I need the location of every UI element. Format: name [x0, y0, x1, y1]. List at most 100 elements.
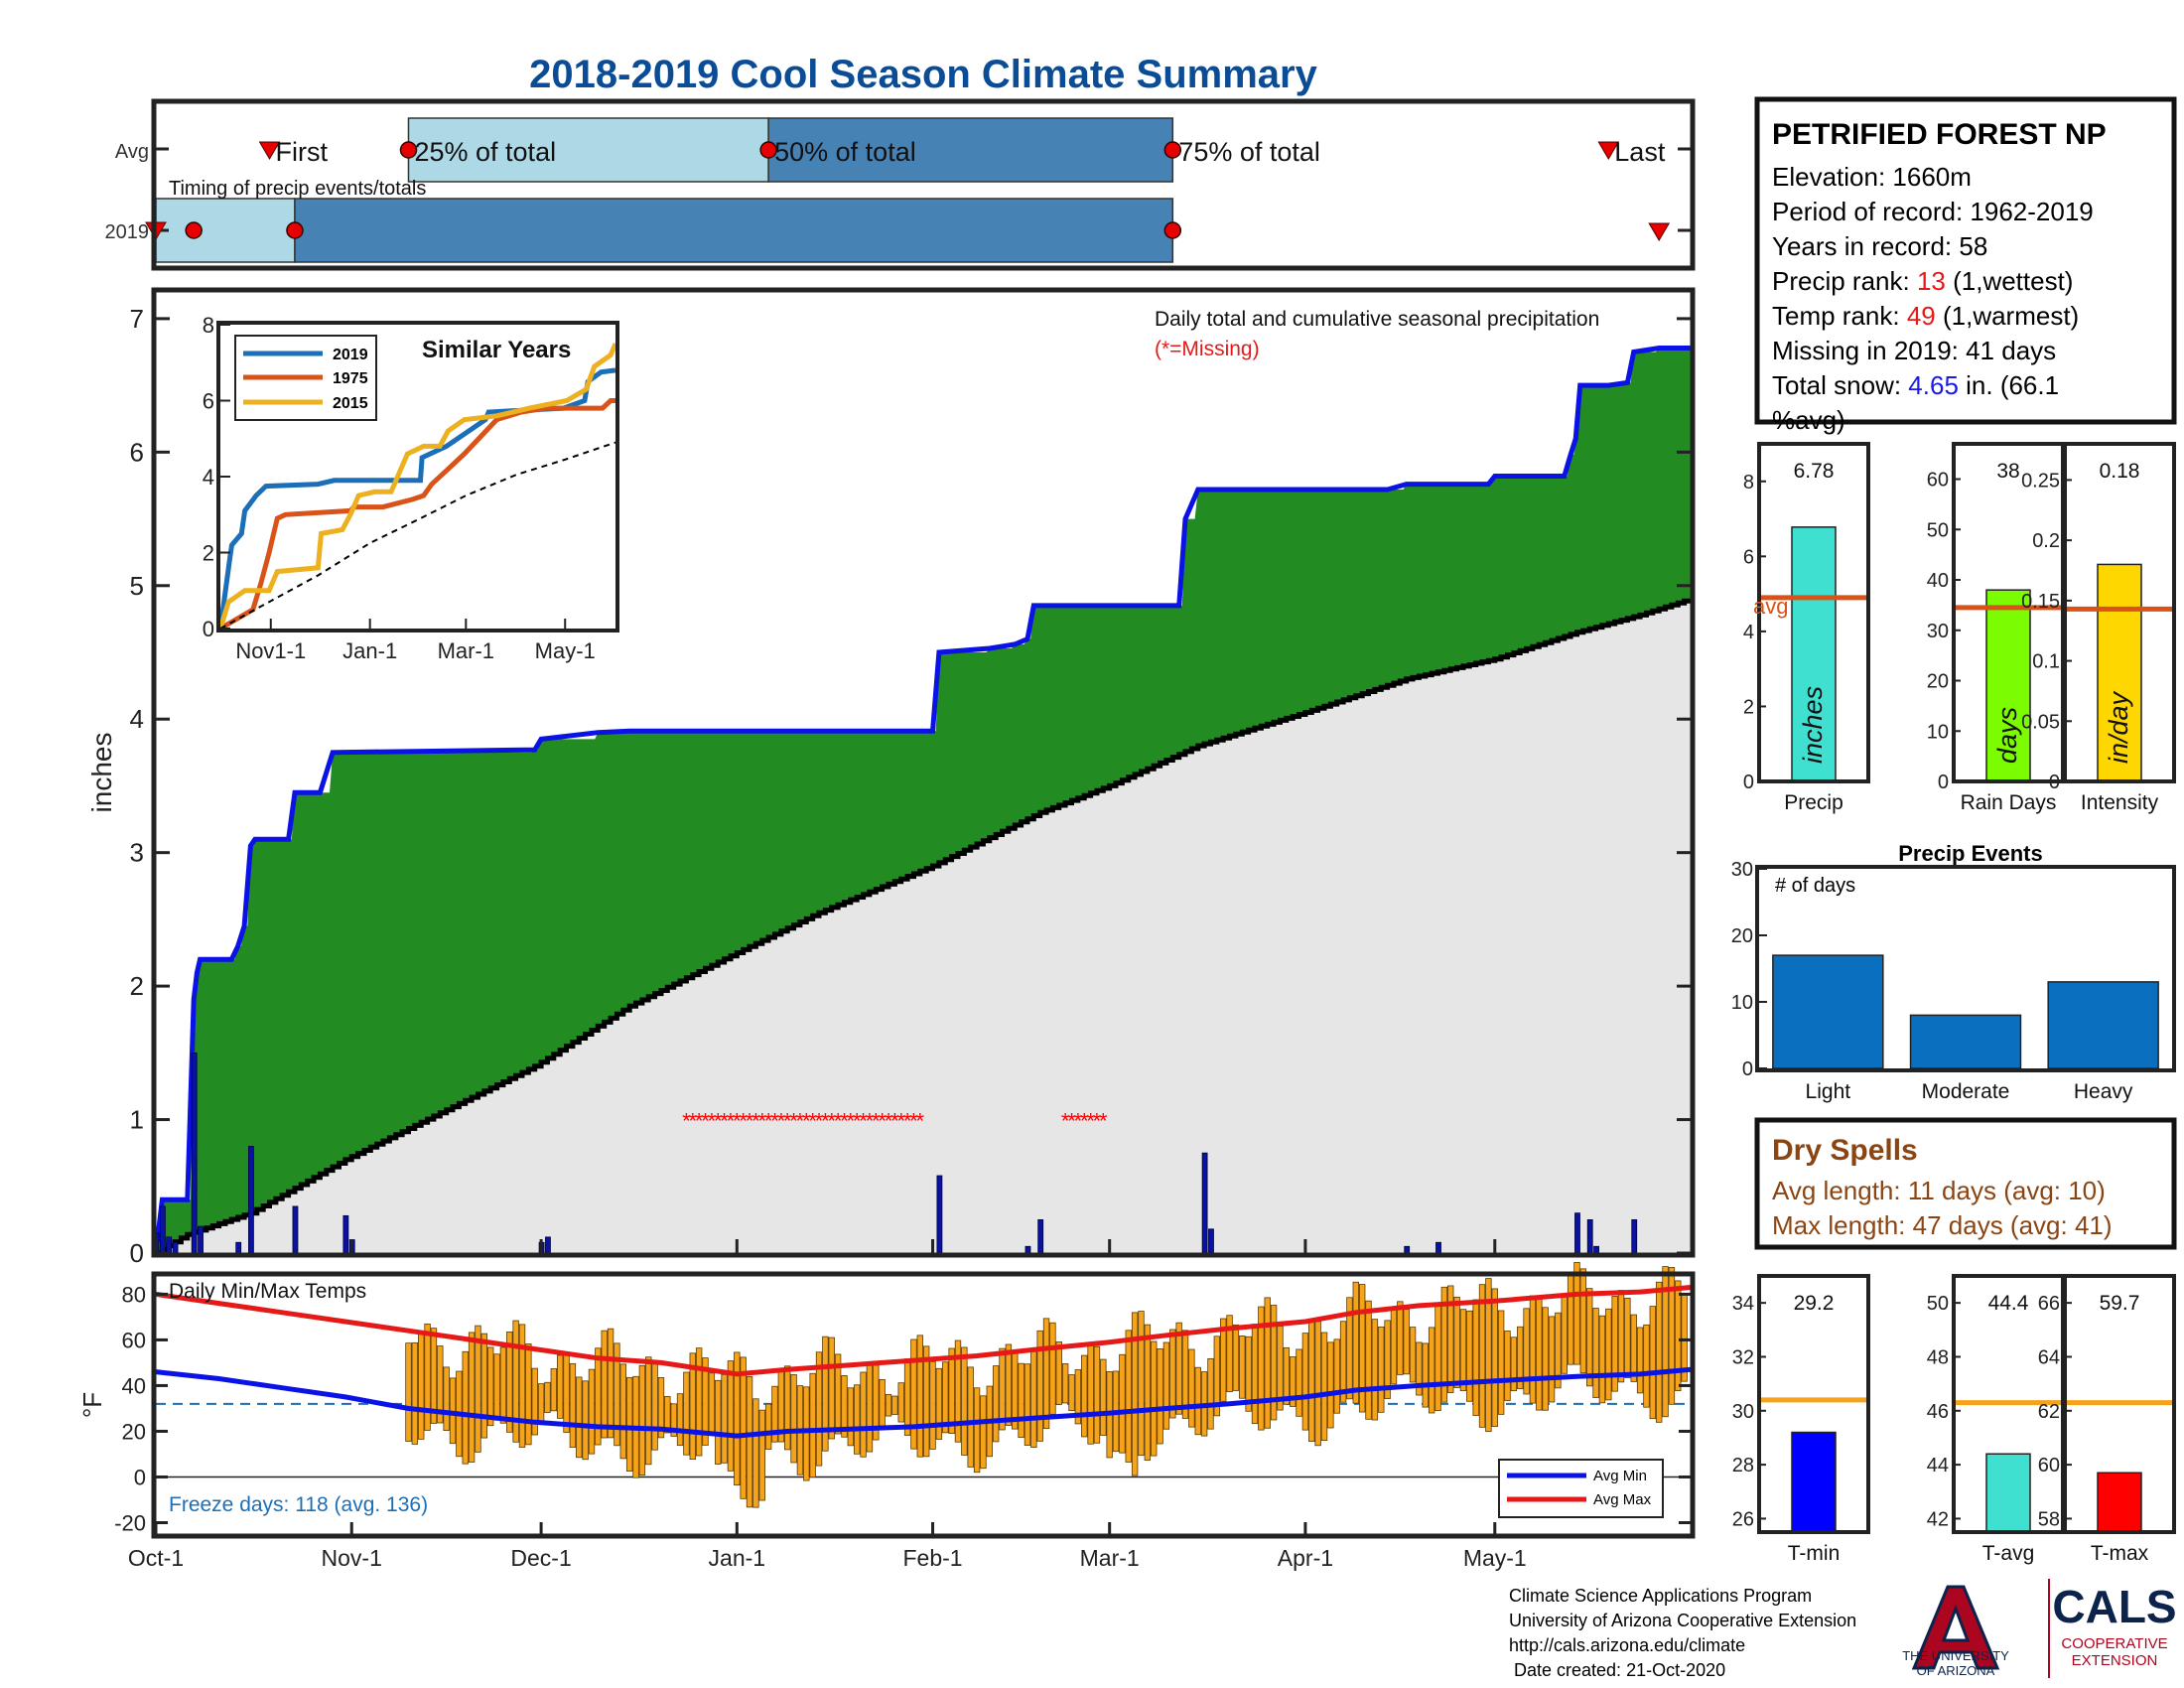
daily-temp-bar: [689, 1352, 696, 1461]
missing-day-marker: *: [903, 1109, 912, 1134]
panel-t_max: 58 60 62 64 66 59.7 T-max: [2038, 1274, 2176, 1565]
missing-day-marker: *: [1080, 1109, 1089, 1134]
missing-day-marker: *: [847, 1109, 856, 1134]
inset-frame: [216, 321, 619, 633]
dry-spells-title: Dry Spells: [1772, 1134, 1918, 1167]
unit-label-rain_days: days: [1992, 707, 2022, 764]
precip-rank-value: 13: [1917, 266, 1946, 296]
timing-panel-frame: [151, 98, 1696, 271]
tick-label-t_max: 66: [2038, 1293, 2060, 1315]
university-of-arizona-logo: THE UNIVERSITY OF ARIZONA: [1902, 1585, 2009, 1678]
inset-ytick-label: 0: [203, 617, 214, 641]
daily-temp-bar: [942, 1361, 949, 1434]
daily-temp-bar: [614, 1342, 620, 1447]
daily-temp-bar: [764, 1403, 772, 1450]
daily-temp-bar: [645, 1356, 652, 1466]
daily-temp-bar: [1061, 1363, 1069, 1404]
daily-temp-bar: [576, 1376, 583, 1459]
daily-precip-bar: [191, 1052, 198, 1254]
tick-label-t_min: 34: [1732, 1293, 1754, 1315]
main-ytick-label: 3: [130, 838, 144, 868]
missing-day-marker: *: [733, 1109, 742, 1134]
daily-temp-bar: [607, 1328, 614, 1439]
frame-t_min: [1757, 1274, 1870, 1534]
daily-temp-bar: [752, 1398, 759, 1508]
daily-temp-bar: [1523, 1308, 1530, 1395]
category-label-t_max: T-max: [2091, 1542, 2149, 1565]
y2019-bar-main: [294, 198, 1174, 263]
dry-spells-avg-length: Avg length: 11 days (avg: 10): [1772, 1176, 2106, 1205]
missing-day-marker: *: [682, 1109, 691, 1134]
tick-label-intensity: 0.05: [2021, 711, 2060, 733]
events-bar-light: [1772, 954, 1884, 1069]
temp-rank-suffix: (1,warmest): [1936, 301, 2079, 331]
value-label-t_avg: 44.4: [1988, 1292, 2029, 1315]
daily-temp-bar: [1416, 1341, 1423, 1396]
main-ytick-label: 0: [130, 1238, 144, 1268]
daily-temp-bar: [1251, 1324, 1259, 1425]
daily-temp-bar: [1643, 1324, 1650, 1408]
daily-temp-bar: [784, 1365, 791, 1451]
events-ytick-label: 10: [1731, 992, 1753, 1014]
daily-temp-bar: [1555, 1312, 1562, 1389]
missing-day-marker: *: [796, 1109, 805, 1134]
daily-temp-bar: [651, 1360, 658, 1451]
missing-day-marker: *: [834, 1109, 843, 1134]
daily-temp-bar: [1049, 1322, 1056, 1415]
temp-legend: Avg Min Avg Max: [1498, 1459, 1664, 1518]
tick-label-t_avg: 48: [1927, 1346, 1949, 1368]
daily-precip-bar: [545, 1236, 551, 1254]
credits-line-1: Climate Science Applications Program: [1509, 1586, 1812, 1606]
tick-label-t_min: 26: [1732, 1508, 1754, 1530]
daily-temp-bar: [657, 1377, 665, 1439]
missing-day-marker: *: [808, 1109, 817, 1134]
avg-max-line: [155, 1285, 1692, 1377]
daily-temp-bar: [740, 1356, 747, 1499]
daily-temp-bar: [903, 1358, 911, 1436]
missing-day-marker: *: [757, 1109, 766, 1134]
daily-temp-bar: [1453, 1296, 1460, 1388]
missing-day-marker: *: [866, 1109, 875, 1134]
tick-label-t_min: 30: [1732, 1401, 1754, 1423]
daily-temp-bar: [493, 1353, 500, 1421]
tick-label-rain_days: 60: [1927, 470, 1949, 492]
y2019-q50-marker: [286, 221, 304, 239]
daily-temp-bar: [992, 1365, 1000, 1443]
avg-q25-marker: [399, 141, 418, 159]
missing-day-marker: *: [916, 1109, 925, 1134]
temp-ytick-label: 80: [122, 1282, 146, 1307]
missing-day-marker: *: [1093, 1109, 1102, 1134]
daily-temp-bar: [1378, 1326, 1385, 1413]
missing-day-marker: *: [878, 1109, 887, 1134]
daily-precip-bar: [292, 1205, 299, 1254]
tick-label-t_max: 64: [2038, 1346, 2060, 1368]
tick-label-precip_total: 0: [1743, 772, 1754, 793]
tick-label-t_avg: 44: [1927, 1455, 1949, 1477]
legend-label-2019: 2019: [333, 347, 368, 363]
missing-day-marker: *: [689, 1109, 698, 1134]
frame-t_max: [2063, 1274, 2176, 1534]
daily-temp-bar: [1428, 1327, 1435, 1414]
temp-xtick-label: May-1: [1463, 1545, 1527, 1571]
daily-temp-bar: [1151, 1340, 1158, 1457]
tick-label-rain_days: 0: [1938, 772, 1949, 793]
marker-label-first: First: [276, 137, 329, 167]
daily-temp-bar: [1491, 1288, 1498, 1427]
temp-ylabel: °F: [77, 1392, 107, 1418]
daily-temp-bar: [486, 1346, 494, 1427]
daily-temp-bar: [1283, 1346, 1291, 1405]
avg-q75-marker: [1163, 141, 1182, 159]
daily-temp-bar: [1397, 1301, 1404, 1375]
freeze-days-label: Freeze days: 118 (avg. 136): [169, 1493, 428, 1516]
daily-temp-bar: [424, 1323, 431, 1431]
daily-temp-bar: [1018, 1362, 1024, 1439]
daily-temp-bar: [1320, 1332, 1328, 1441]
daily-precip-bar: [1574, 1212, 1580, 1254]
main-ytick-label: 2: [130, 971, 144, 1001]
daily-temp-bar: [1485, 1278, 1492, 1433]
daily-temp-bar: [1226, 1315, 1233, 1392]
daily-temp-bar: [683, 1371, 690, 1456]
missing-day-marker: *: [909, 1109, 918, 1134]
missing-day-marker: *: [896, 1109, 905, 1134]
